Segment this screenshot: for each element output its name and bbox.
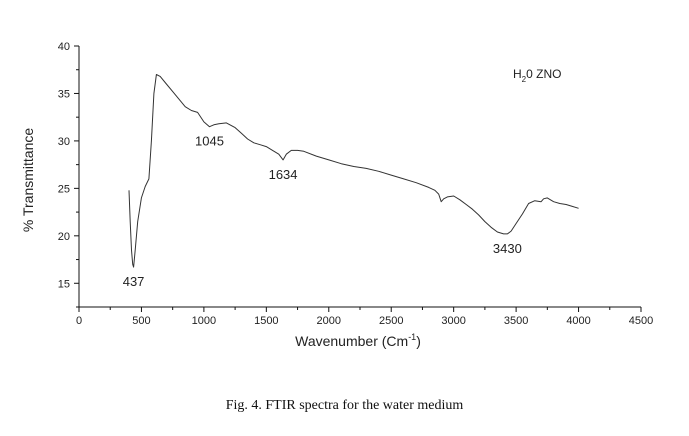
y-tick-label: 30 [58,136,70,148]
x-tick-label: 4000 [566,315,590,327]
x-tick-label: 3500 [504,315,528,327]
legend-label-tail: 0 ZNO [526,67,561,81]
x-axis-label-superscript: -1 [408,332,416,342]
legend-label-main: H [513,67,522,81]
x-axis-label-main: Wavenumber (Cm [295,333,408,349]
peak-label: 3430 [493,241,522,256]
x-tick-label: 1500 [254,315,278,327]
ticks: 0 500 1000 1500 2000 2500 3000 3500 4000 4500 15 20… [58,41,653,327]
peak-label: 1045 [195,134,224,149]
ftir-chart: 0 500 1000 1500 2000 2500 3000 3500 4000 4500 15 20… [20,41,653,349]
x-tick-label: 2500 [379,315,403,327]
spectrum-line [128,74,579,268]
y-axis-label: % Transmittance [20,128,36,232]
peak-annotations: 437 1045 1634 3430 [123,134,522,289]
legend-label: H20 ZNO [513,67,561,84]
peak-label: 1634 [269,167,298,182]
legend-label-subscript: 2 [522,75,527,84]
y-tick-label: 25 [58,183,70,195]
x-tick-label: 2000 [317,315,341,327]
x-axis-label-tail: ) [416,333,421,349]
figure-caption: Fig. 4. FTIR spectra for the water mediu… [225,398,464,413]
x-tick-label: 500 [132,315,150,327]
x-tick-label: 1000 [192,315,216,327]
x-tick-label: 0 [76,315,82,327]
y-tick-label: 40 [58,41,70,53]
x-tick-label: 3000 [441,315,465,327]
y-tick-label: 15 [58,278,70,290]
y-tick-label: 35 [58,88,70,100]
y-tick-label: 20 [58,231,70,243]
series-layer [128,74,579,268]
peak-label: 437 [123,274,145,289]
x-axis-label: Wavenumber (Cm-1) [295,332,421,349]
x-tick-label: 4500 [629,315,653,327]
axes [78,46,641,308]
